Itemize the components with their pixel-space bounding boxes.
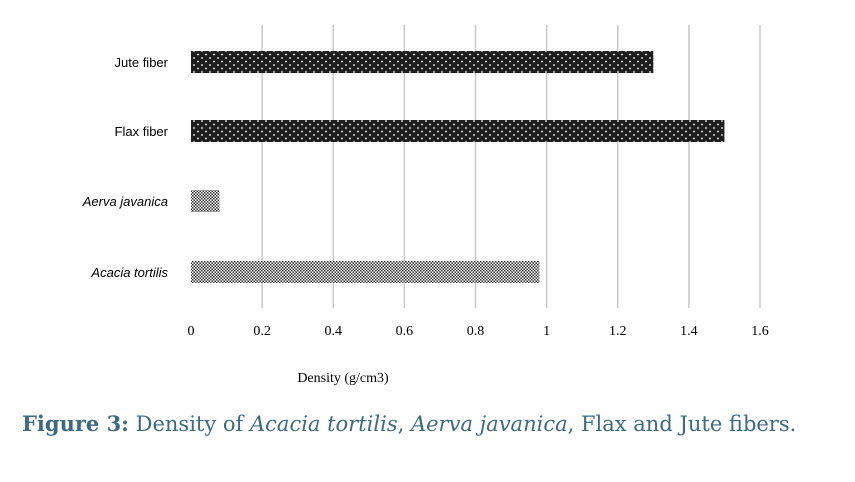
category-label: Flax fiber	[115, 124, 169, 139]
bar	[191, 190, 220, 212]
caption-species-1: Acacia tortilis	[250, 412, 398, 436]
x-tick-label: 0.2	[253, 324, 271, 339]
x-tick-label: 1.6	[751, 324, 769, 339]
figure-caption: Figure 3: Density of Acacia tortilis, Ae…	[22, 408, 822, 440]
bar	[191, 51, 654, 73]
category-label: Aerva javanica	[82, 194, 168, 209]
bar	[191, 261, 540, 283]
x-tick-label: 1.4	[680, 324, 698, 339]
caption-text-1: Density of	[135, 412, 250, 436]
x-tick-label: 0.6	[396, 324, 414, 339]
category-labels: Jute fiber Flax fiber Aerva javanica Acacia…	[82, 55, 169, 280]
caption-label: Figure 3:	[22, 411, 129, 436]
caption-text-3: , Flax and Jute fibers.	[567, 412, 797, 436]
caption-species-2: Aerva javanica	[410, 412, 568, 436]
x-tick-labels: 0 0.2 0.4 0.6 0.8 1 1.2 1.4 1.6	[188, 324, 769, 339]
bar	[191, 120, 725, 142]
x-tick-label: 0.8	[467, 324, 485, 339]
category-label: Jute fiber	[115, 55, 169, 70]
category-label: Acacia tortilis	[90, 265, 168, 280]
x-tick-label: 1	[543, 324, 550, 339]
x-tick-label: 0.4	[325, 324, 343, 339]
x-tick-label: 1.2	[609, 324, 627, 339]
bars	[191, 51, 725, 283]
density-bar-chart: Jute fiber Flax fiber Aerva javanica Acacia…	[82, 25, 769, 386]
x-axis-label: Density (g/cm3)	[297, 371, 389, 386]
x-tick-label: 0	[188, 324, 195, 339]
caption-text-2: ,	[397, 412, 411, 436]
